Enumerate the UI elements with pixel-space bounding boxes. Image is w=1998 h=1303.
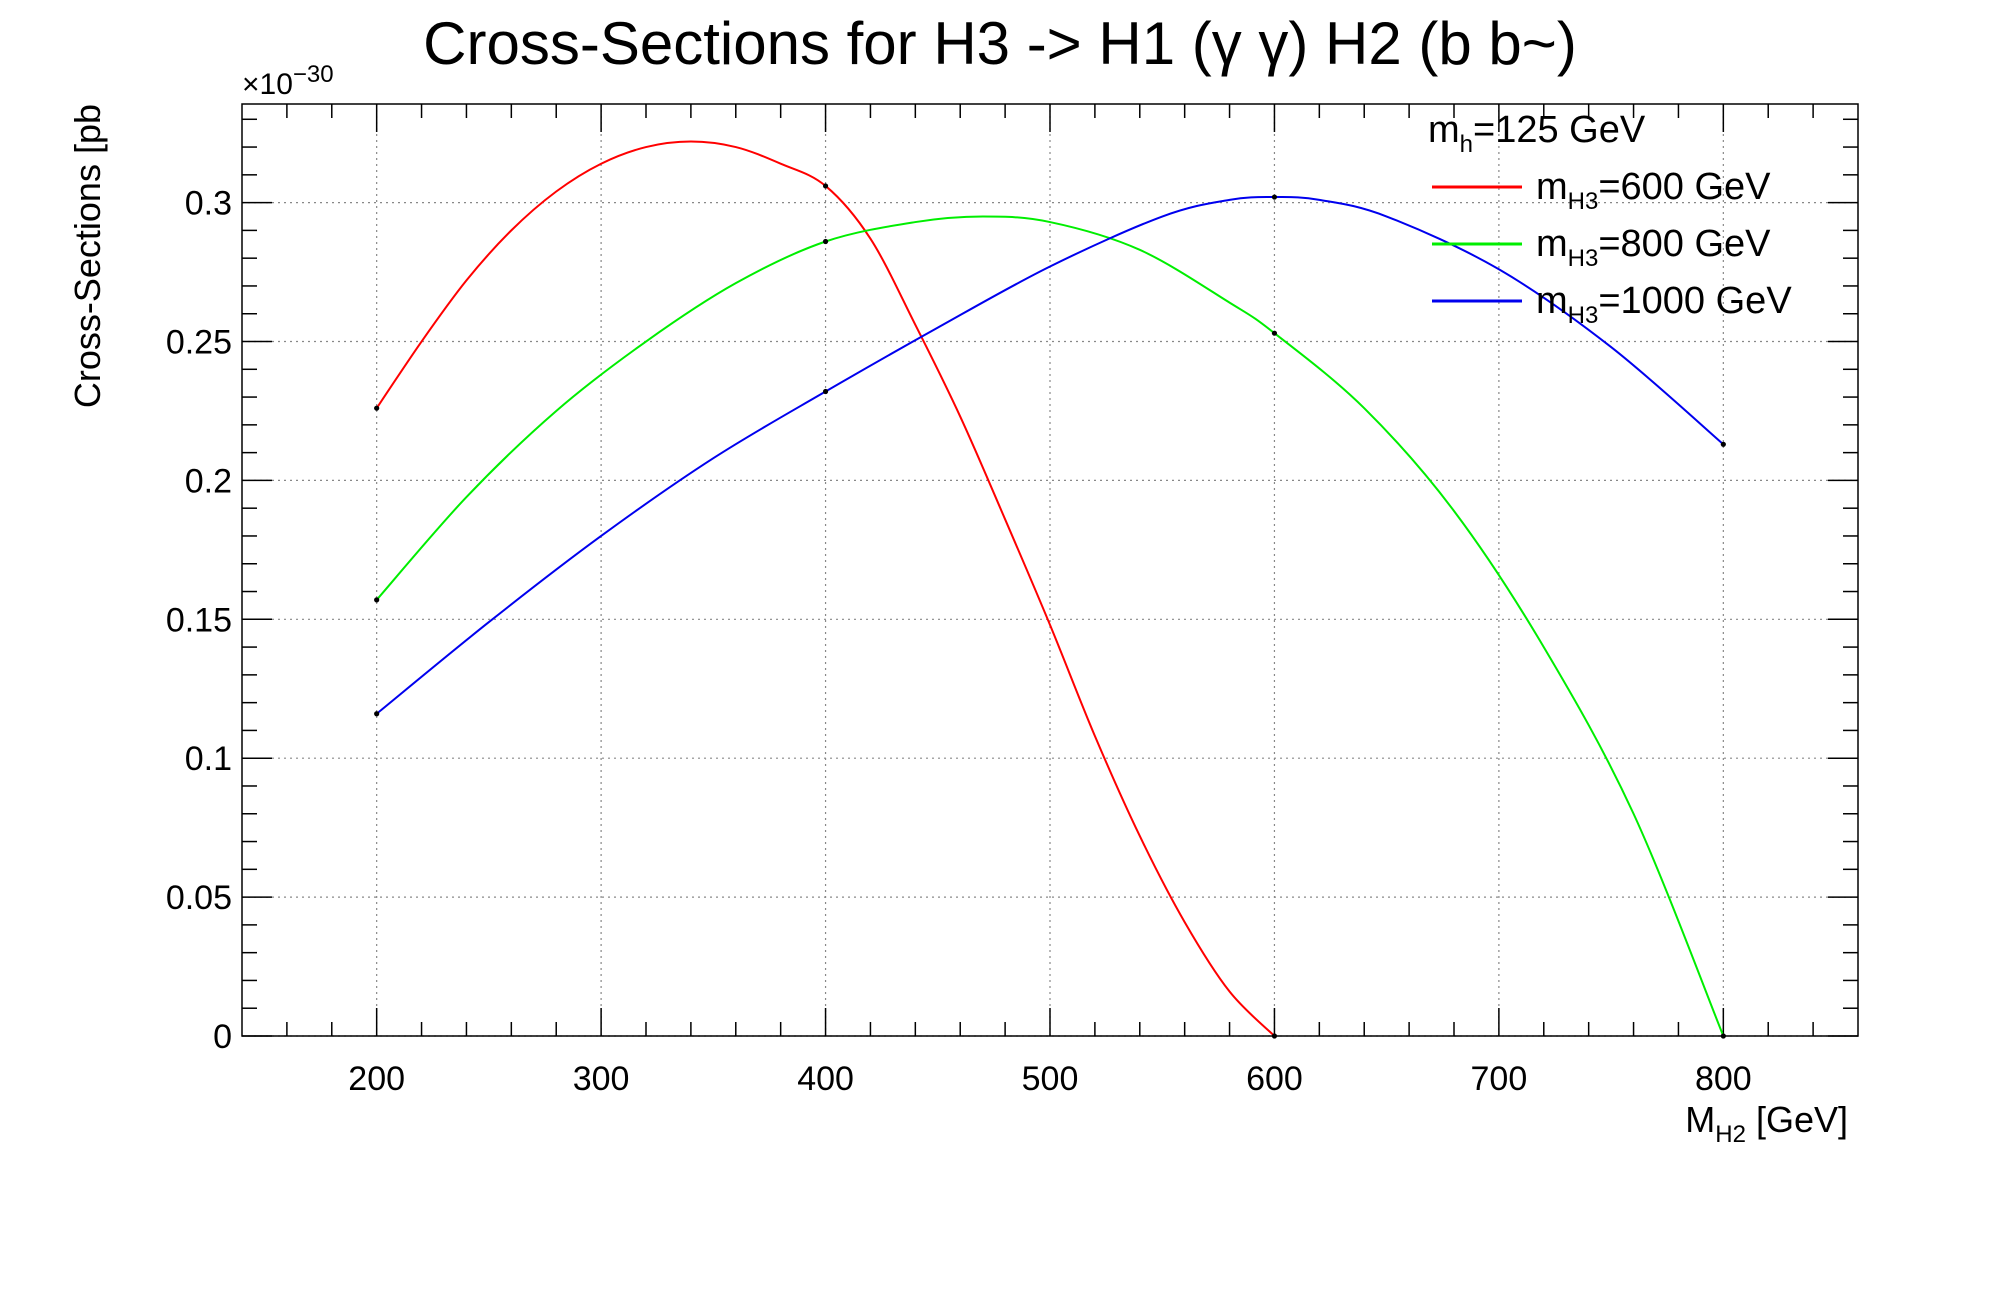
legend: mh=125 GeV mH3=600 GeV mH3=800 GeV mH3=1000… [1428, 109, 1792, 329]
y-axis-multiplier: ×10−30 [242, 61, 334, 101]
legend-entry-0: mH3=600 GeV [1536, 166, 1771, 215]
legend-header: mh=125 GeV [1428, 109, 1646, 158]
legend-entry-1: mH3=800 GeV [1536, 223, 1771, 272]
data-point-marker [374, 711, 380, 717]
y-tick-label: 0.1 [185, 740, 232, 778]
chart-title: Cross-Sections for H3 -> H1 (γ γ) H2 (b … [423, 10, 1577, 77]
axis-labels: 200 300 400 500 600 700 800 0 0.05 0.1 0.15 0.2 0.25… [67, 61, 1848, 1148]
data-point-marker [822, 183, 829, 189]
data-point-marker [374, 405, 380, 411]
data-point-marker [822, 238, 829, 245]
data-point-marker [1271, 194, 1278, 200]
series-line-0 [375, 140, 1276, 1037]
series-line-2 [376, 196, 1724, 715]
x-tick-label: 600 [1246, 1060, 1303, 1098]
x-tick-label: 400 [797, 1060, 854, 1098]
x-tick-label: 300 [573, 1060, 630, 1098]
data-point-marker [1720, 441, 1726, 447]
x-axis-title: MH2 [GeV] [1685, 1099, 1848, 1148]
y-tick-label: 0.25 [166, 324, 232, 362]
y-tick-label: 0.3 [185, 185, 232, 223]
y-tick-label: 0 [213, 1018, 232, 1056]
data-point-marker [1271, 1033, 1278, 1039]
data-point-marker [374, 597, 380, 603]
axis-ticks [242, 104, 1858, 1037]
data-point-marker [822, 388, 829, 395]
y-axis-title: Cross-Sections [pb [67, 104, 108, 408]
data-point-marker [1271, 330, 1278, 336]
y-tick-label: 0.2 [185, 462, 232, 500]
y-tick-label: 0.15 [166, 601, 232, 639]
x-tick-label: 700 [1471, 1060, 1528, 1098]
y-tick-label: 0.05 [166, 879, 232, 917]
series-lines [374, 140, 1726, 1039]
x-tick-label: 500 [1022, 1060, 1079, 1098]
data-point-marker [1720, 1033, 1726, 1039]
x-tick-label: 200 [348, 1060, 405, 1098]
x-tick-label: 800 [1695, 1060, 1752, 1098]
series-line-1 [375, 215, 1725, 1037]
legend-entry-2: mH3=1000 GeV [1536, 280, 1792, 329]
